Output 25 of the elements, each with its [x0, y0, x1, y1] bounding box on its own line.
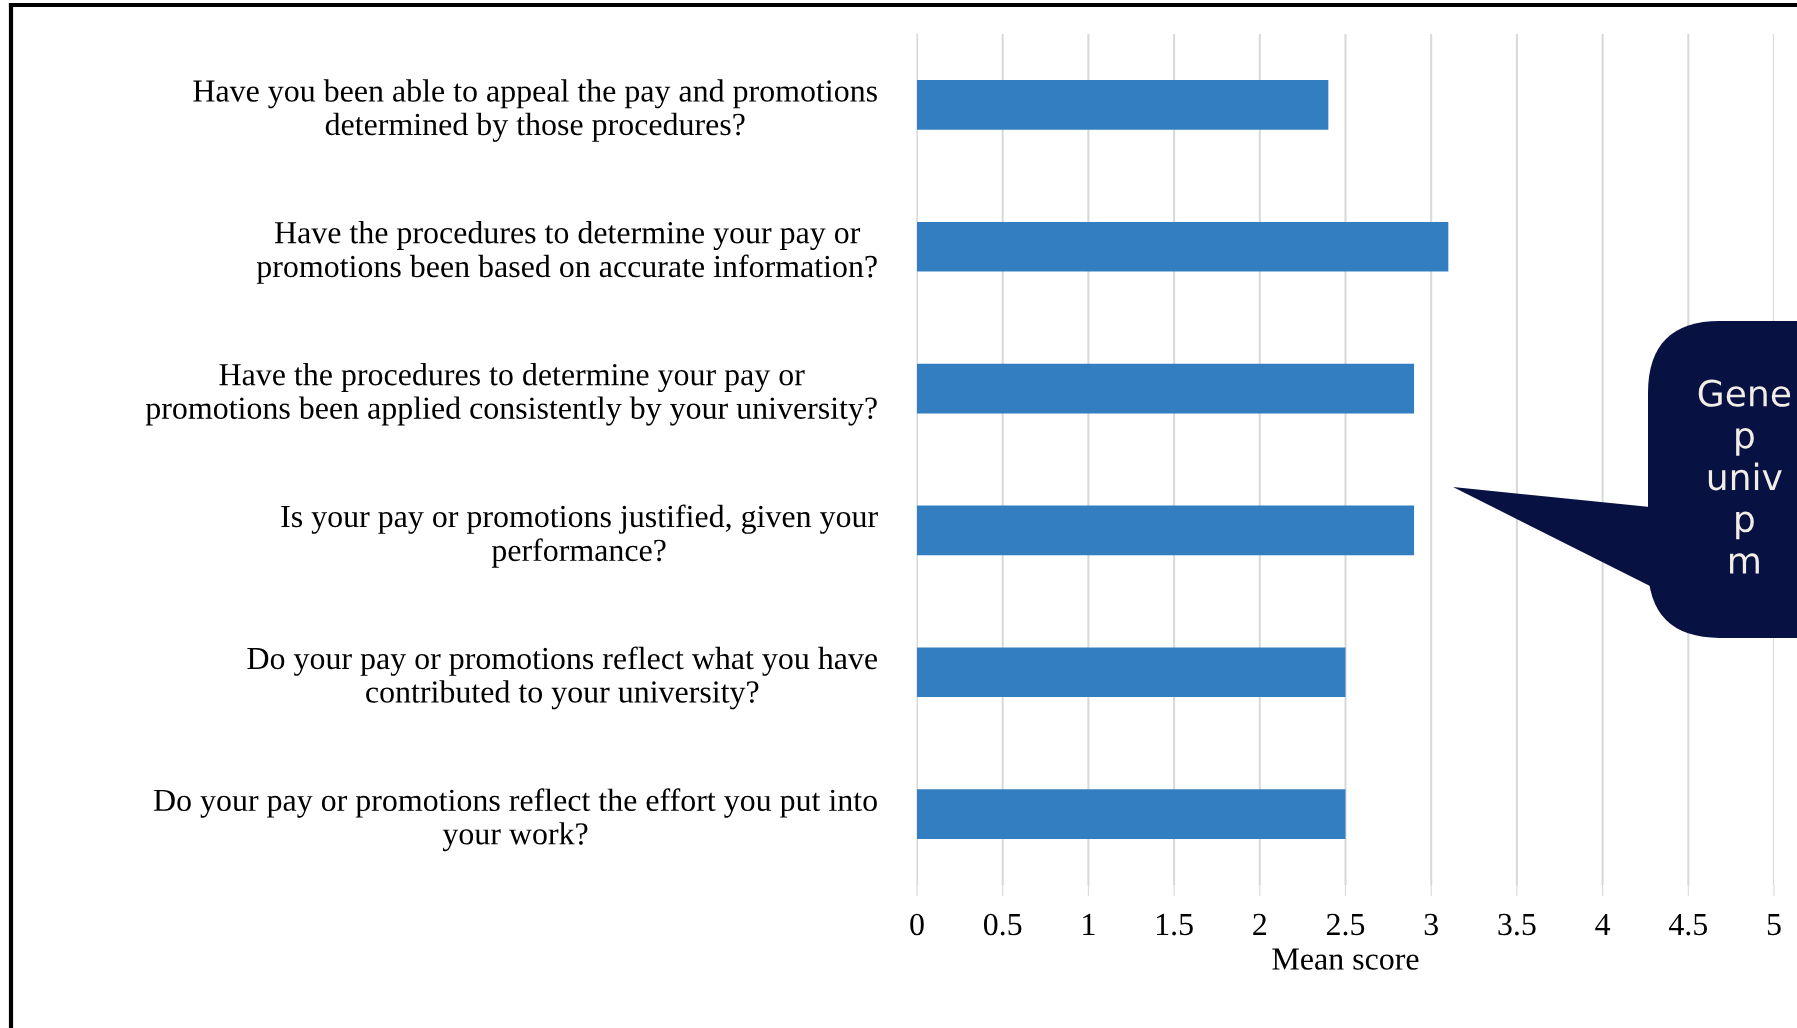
x-axis-title: Mean score	[1272, 948, 1419, 970]
x-tick-label: 3.5	[1498, 913, 1536, 936]
bar	[917, 221, 1449, 272]
y-tick-label: Is your pay or promotions justified, given your performance?	[281, 504, 878, 568]
y-tick-label: Do your pay or promotions reflect the effort you put into your work?	[153, 788, 877, 852]
x-tick-label: 5	[1767, 914, 1781, 936]
x-tick-label: 2.5	[1326, 913, 1365, 936]
y-tick-label: Do your pay or promotions reflect what you have contributed to your university?	[247, 646, 877, 710]
bar	[917, 363, 1415, 414]
annotation: Gene p univ p m	[1698, 379, 1791, 574]
x-tick-label: 0.5	[983, 913, 1022, 936]
x-tick-label: 2	[1253, 913, 1267, 935]
x-tick-label: 1	[1083, 913, 1095, 935]
y-tick-label: Have you been able to appeal the pay and promotions determined by those procedures?	[193, 79, 877, 142]
x-tick-label: 0	[910, 913, 924, 936]
bar	[917, 80, 1329, 130]
x-tick-label: 4	[1595, 913, 1611, 935]
bar	[917, 647, 1346, 698]
x-tick-label: 1.5	[1156, 913, 1193, 936]
x-tick-label: 4.5	[1668, 913, 1708, 936]
y-tick-label: Have the procedures to determine your pay or promotions been applied consistently by your university?	[145, 362, 877, 426]
bar	[917, 789, 1346, 839]
bar	[917, 505, 1415, 556]
y-tick-label: Have the procedures to determine your pay or promotions been based on accurate information?	[256, 220, 877, 284]
x-tick-label: 3	[1424, 913, 1438, 936]
